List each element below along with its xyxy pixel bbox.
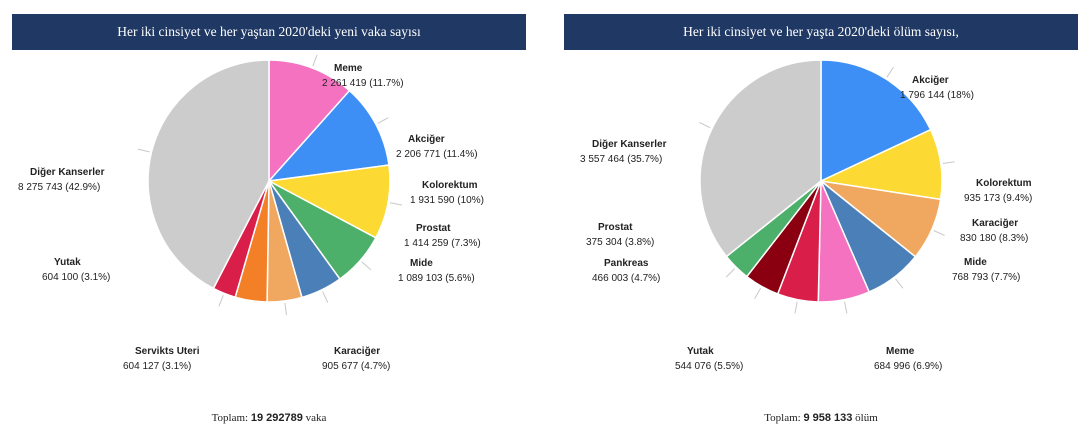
leader-line	[322, 291, 329, 303]
pie-slice-kolorektum	[266, 164, 391, 239]
slice-label-value: 1 089 103 (5.6%)	[398, 273, 475, 284]
slice-label-name: Mide	[964, 257, 987, 268]
total-prefix: Toplam:	[764, 412, 801, 424]
slice-label-name: Meme	[334, 63, 363, 74]
total-line: Toplam: 19 292789 vaka	[12, 412, 526, 424]
slice-label-name: Kolorektum	[422, 180, 478, 191]
slice-label-name: Servikts Uteri	[135, 346, 200, 357]
pie-slice-diger-kanserler	[699, 59, 822, 258]
leader-line	[886, 66, 894, 78]
slice-label-name: Karaciğer	[972, 218, 1018, 229]
leader-line	[389, 202, 402, 206]
total-prefix: Toplam:	[211, 412, 249, 424]
leader-line	[361, 261, 372, 271]
slice-label-value: 684 996 (6.9%)	[874, 361, 942, 372]
slice-label-value: 3 557 464 (35.7%)	[580, 154, 662, 165]
slice-label-name: Yutak	[687, 346, 714, 357]
leader-line	[794, 301, 798, 314]
total-value: 9 958 133	[803, 412, 853, 424]
total-line: Toplam: 9 958 133 ölüm	[564, 412, 1078, 424]
slice-label-value: 604 127 (3.1%)	[123, 361, 191, 372]
slice-label-name: Diğer Kanserler	[30, 167, 105, 178]
pie-slice-akciger	[267, 89, 390, 183]
slice-label-name: Meme	[886, 346, 915, 357]
leader-line	[137, 148, 150, 153]
slice-label-name: Kolorektum	[976, 178, 1032, 189]
slice-label-value: 1 414 259 (7.3%)	[404, 238, 481, 249]
leader-line	[725, 268, 735, 278]
slice-label-name: Mide	[410, 258, 433, 269]
deaths-chart-panel: Her iki cinsiyet ve her yaşta 2020'deki …	[564, 0, 1078, 436]
leader-line	[312, 54, 318, 67]
leader-line	[844, 301, 848, 314]
slice-label-value: 544 076 (5.5%)	[675, 361, 743, 372]
slice-label-value: 2 261 419 (11.7%)	[322, 78, 404, 89]
slice-label-name: Akciğer	[408, 134, 445, 145]
deaths-pie-chart: Akciğer 1 796 144 (18%) Kolorektum 935 173 …	[580, 59, 1032, 372]
new-cases-pie-chart: Meme 2 261 419 (11.7%) Akciğer 2 206 771 (1…	[18, 54, 484, 372]
leader-line	[933, 230, 945, 236]
total-suffix: vaka	[305, 412, 327, 424]
chart-title-banner: Her iki cinsiyet ve her yaştan 2020'deki…	[12, 14, 526, 50]
pie-slice-meme	[268, 59, 351, 183]
leader-line	[754, 287, 762, 299]
total-suffix: ölüm	[855, 412, 878, 424]
leader-line	[942, 161, 955, 164]
slice-label-value: 375 304 (3.8%)	[586, 237, 654, 248]
leader-line	[218, 295, 224, 307]
slice-label-name: Yutak	[54, 257, 81, 268]
slice-label-value: 830 180 (8.3%)	[960, 233, 1028, 244]
total-value: 19 292789	[250, 412, 303, 424]
slice-label-name: Prostat	[416, 223, 451, 234]
slice-label-name: Karaciğer	[334, 346, 380, 357]
slice-label-value: 1 931 590 (10%)	[410, 195, 484, 206]
pie-slice-diger-kanserler	[147, 59, 270, 290]
leader-line	[284, 302, 287, 315]
slice-label-value: 2 206 771 (11.4%)	[396, 149, 478, 160]
leader-line	[377, 117, 389, 124]
chart-title-banner: Her iki cinsiyet ve her yaşta 2020'deki …	[564, 14, 1078, 50]
slice-label-name: Prostat	[598, 222, 633, 233]
slice-label-value: 1 796 144 (18%)	[900, 90, 974, 101]
slice-label-value: 935 173 (9.4%)	[964, 193, 1032, 204]
slice-label-value: 466 003 (4.7%)	[592, 273, 660, 284]
slice-label-name: Diğer Kanserler	[592, 139, 667, 150]
slice-label-value: 604 100 (3.1%)	[42, 272, 110, 283]
leader-line	[699, 122, 711, 129]
slice-label-value: 905 677 (4.7%)	[322, 361, 390, 372]
leader-line	[895, 278, 904, 289]
pie-slice-akciger	[820, 59, 932, 183]
slice-label-value: 768 793 (7.7%)	[952, 272, 1020, 283]
slice-label-name: Pankreas	[604, 258, 649, 269]
new-cases-chart-panel: Her iki cinsiyet ve her yaştan 2020'deki…	[12, 0, 526, 436]
slice-label-value: 8 275 743 (42.9%)	[18, 182, 100, 193]
slice-label-name: Akciğer	[912, 75, 949, 86]
